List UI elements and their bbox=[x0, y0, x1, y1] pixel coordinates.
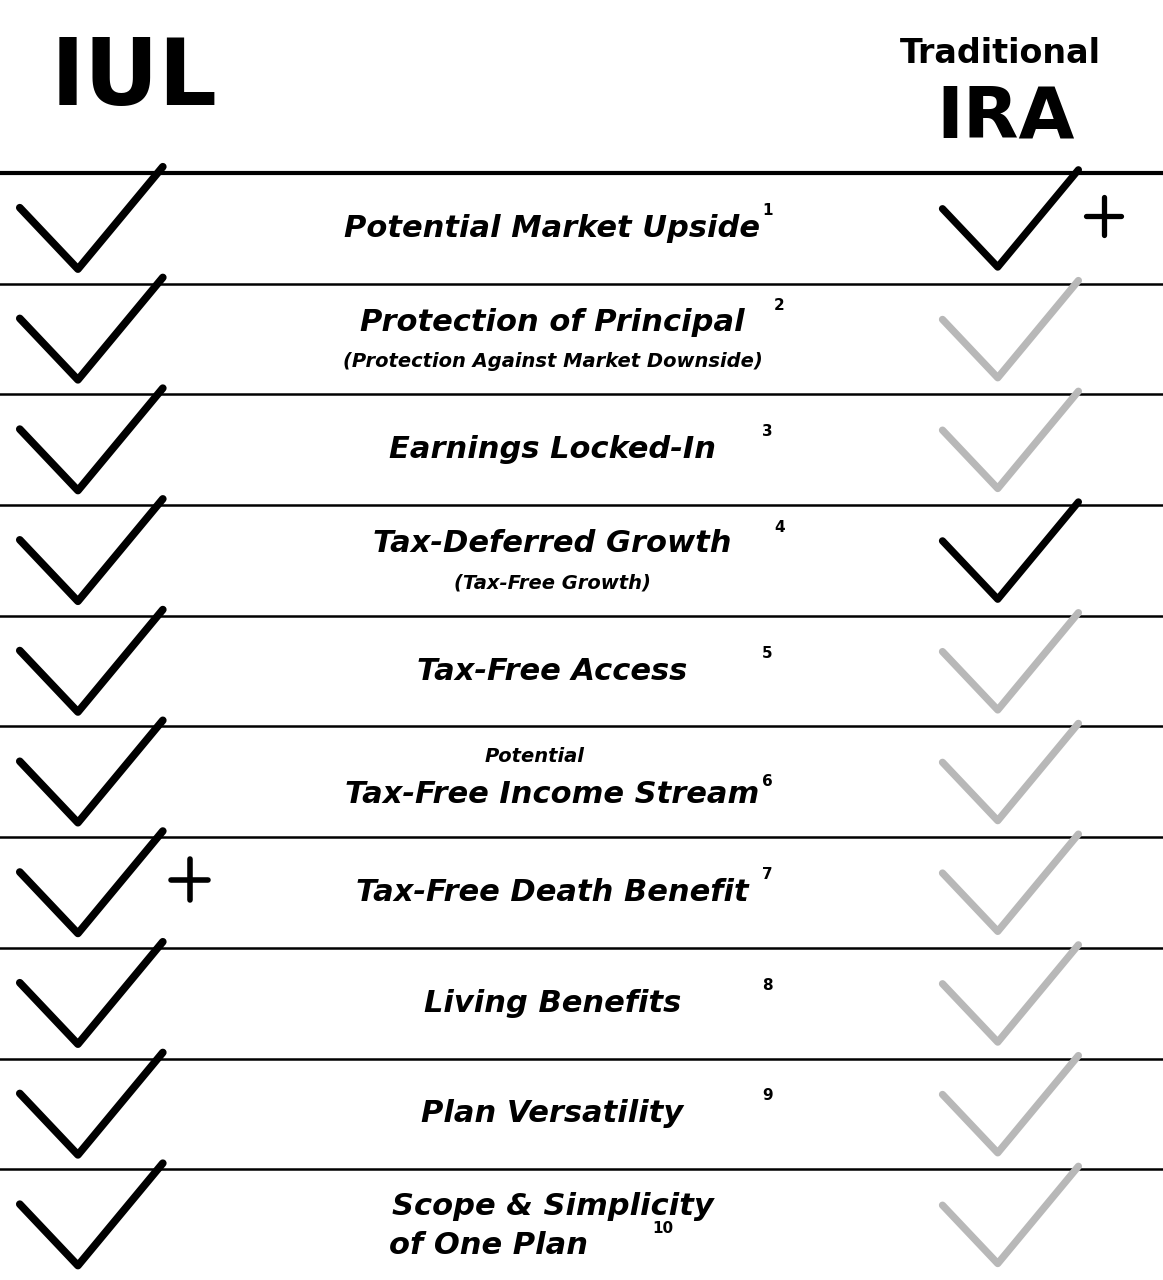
Text: Potential: Potential bbox=[485, 746, 585, 765]
Text: of One Plan: of One Plan bbox=[388, 1230, 588, 1260]
Text: 8: 8 bbox=[762, 978, 773, 993]
Text: 9: 9 bbox=[762, 1088, 773, 1103]
Text: (Tax-Free Growth): (Tax-Free Growth) bbox=[454, 573, 651, 593]
Text: 3: 3 bbox=[762, 424, 773, 439]
Text: Traditional: Traditional bbox=[900, 37, 1100, 70]
Text: 2: 2 bbox=[773, 298, 785, 314]
Text: Tax-Free Death Benefit: Tax-Free Death Benefit bbox=[356, 878, 749, 908]
Text: 6: 6 bbox=[762, 774, 773, 790]
Text: Plan Versatility: Plan Versatility bbox=[421, 1100, 684, 1129]
Text: 4: 4 bbox=[773, 520, 785, 535]
Text: Scope & Simplicity: Scope & Simplicity bbox=[392, 1192, 713, 1221]
Text: IUL: IUL bbox=[50, 35, 217, 124]
Text: 1: 1 bbox=[762, 202, 773, 218]
Text: Tax-Free Access: Tax-Free Access bbox=[418, 657, 687, 686]
Text: Tax-Free Income Stream: Tax-Free Income Stream bbox=[345, 780, 759, 809]
Text: Living Benefits: Living Benefits bbox=[423, 988, 682, 1018]
Text: 7: 7 bbox=[762, 867, 773, 882]
Text: 5: 5 bbox=[762, 645, 773, 660]
Text: Earnings Locked-In: Earnings Locked-In bbox=[388, 435, 716, 465]
Text: Tax-Deferred Growth: Tax-Deferred Growth bbox=[373, 529, 732, 558]
Text: (Protection Against Market Downside): (Protection Against Market Downside) bbox=[343, 352, 762, 371]
Text: 10: 10 bbox=[652, 1221, 673, 1236]
Text: Potential Market Upside: Potential Market Upside bbox=[344, 214, 761, 243]
Text: Protection of Principal: Protection of Principal bbox=[361, 307, 744, 337]
Text: IRA: IRA bbox=[937, 83, 1075, 152]
